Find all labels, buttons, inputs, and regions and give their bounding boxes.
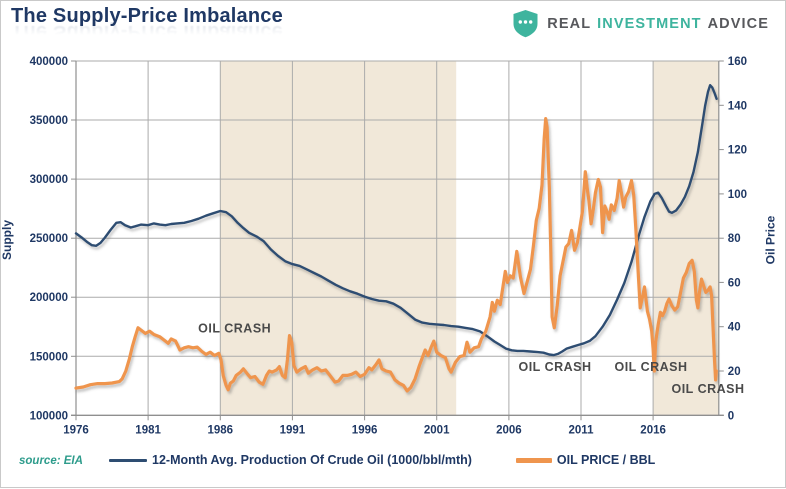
left-axis-label-350000: 350000 — [30, 115, 68, 127]
x-axis-label-1986: 1986 — [208, 424, 234, 436]
oil-crash-annotations: OIL CRASH OIL CRASH OIL CRASH OIL CRASH — [198, 321, 744, 396]
right-axis-label-160: 160 — [728, 56, 747, 68]
x-axis-label-2011: 2011 — [569, 424, 595, 436]
x-axis-label-1996: 1996 — [352, 424, 378, 436]
x-axis-label-1981: 1981 — [135, 424, 161, 436]
production-line-swatch — [109, 458, 147, 462]
oil-crash-label-1: OIL CRASH — [198, 321, 271, 335]
oil-crash-label-3: OIL CRASH — [614, 360, 687, 374]
right-axis-label-100: 100 — [728, 189, 747, 201]
left-axis-title: Supply — [0, 219, 15, 261]
left-axis-label-200000: 200000 — [30, 292, 68, 304]
brand-wordmark: REAL INVESTMENT ADVICE — [547, 16, 769, 32]
axis-lines-and-ticks — [71, 60, 724, 421]
x-axis-label-2006: 2006 — [496, 424, 522, 436]
oil-price-line-swatch — [515, 457, 552, 463]
axis-tick-labels: 100000 150000 200000 250000 300000 350000 4000… — [30, 56, 747, 436]
legend-item-oil-price: OIL PRICE / BBL — [515, 453, 656, 467]
left-axis-label-400000: 400000 — [30, 56, 68, 68]
data-series — [74, 83, 718, 393]
oil-crash-label-2: OIL CRASH — [518, 360, 591, 374]
x-axis-label-1976: 1976 — [63, 424, 89, 436]
right-axis-label-140: 140 — [728, 100, 747, 112]
chart-legend: 12-Month Avg. Production Of Crude Oil (1… — [109, 453, 655, 467]
x-axis-label-1991: 1991 — [280, 424, 306, 436]
brand-word-advice: ADVICE — [707, 15, 769, 32]
brand-word-investment: INVESTMENT — [597, 15, 702, 32]
legend-label-production: 12-Month Avg. Production Of Crude Oil (1… — [152, 453, 472, 467]
left-axis-label-300000: 300000 — [30, 174, 68, 186]
brand-word-real: REAL — [547, 15, 592, 32]
left-axis-label-150000: 150000 — [30, 351, 68, 363]
right-axis-label-0: 0 — [728, 410, 734, 422]
x-axis-label-2016: 2016 — [640, 424, 666, 436]
right-axis-label-60: 60 — [728, 277, 741, 289]
gridlines — [76, 60, 719, 416]
oil-price-line — [74, 116, 718, 393]
right-axis-label-40: 40 — [728, 322, 741, 334]
title-block: The Supply-Price Imbalance The Supply-Pr… — [11, 5, 283, 43]
left-axis-label-100000: 100000 — [30, 410, 68, 422]
shield-icon — [513, 10, 538, 38]
page-title: The Supply-Price Imbalance — [11, 5, 283, 27]
right-axis-label-80: 80 — [728, 233, 741, 245]
left-axis-label-250000: 250000 — [30, 233, 68, 245]
legend-item-production: 12-Month Avg. Production Of Crude Oil (1… — [109, 453, 472, 467]
brand-logo: REAL INVESTMENT ADVICE — [512, 9, 769, 38]
oil-crash-label-4: OIL CRASH — [671, 382, 744, 396]
right-axis-label-20: 20 — [728, 366, 741, 378]
source-note: source: EIA — [19, 455, 83, 467]
x-axis-label-2001: 2001 — [424, 424, 450, 436]
production-line — [74, 83, 718, 357]
right-axis-label-120: 120 — [728, 145, 747, 157]
legend-label-oil-price: OIL PRICE / BBL — [556, 453, 656, 467]
right-axis-title: Oil Price — [763, 215, 778, 265]
